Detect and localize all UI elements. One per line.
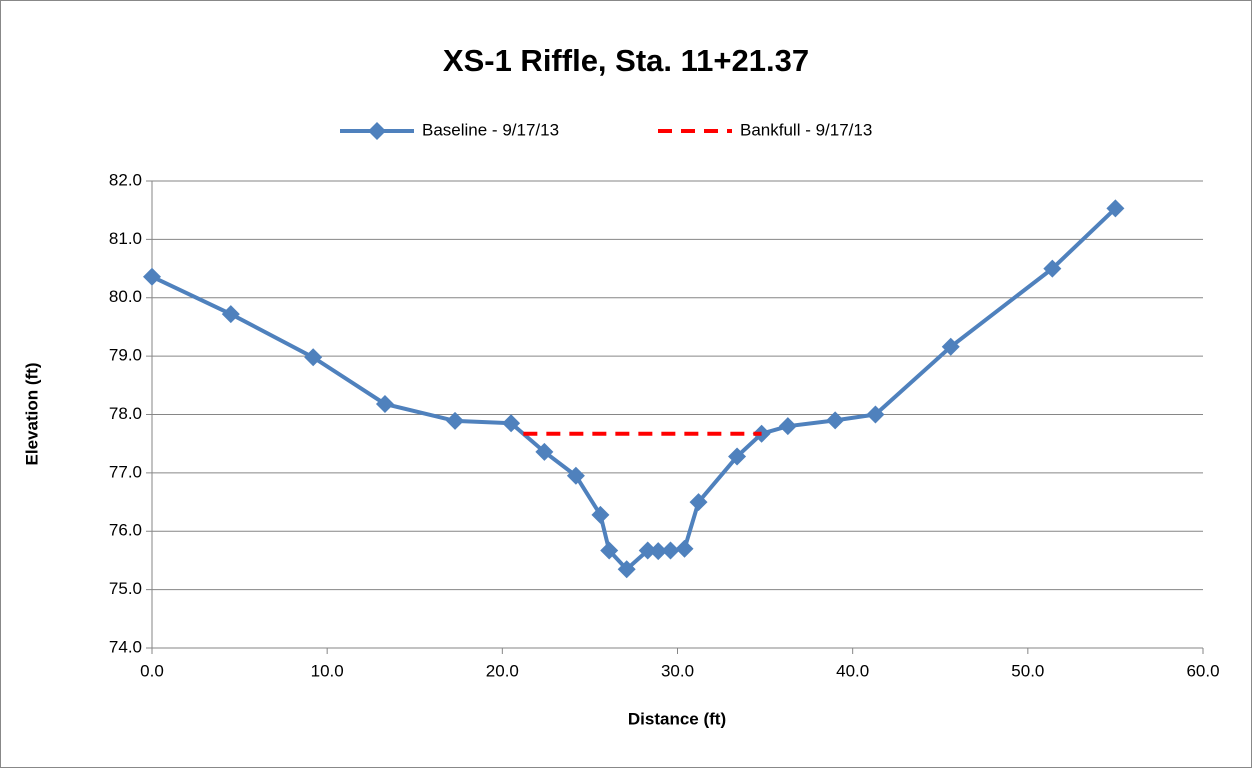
data-point [661, 541, 680, 560]
data-point [675, 539, 694, 558]
x-tick-label: 30.0 [661, 661, 694, 680]
data-point [535, 442, 554, 461]
data-point [649, 542, 668, 561]
y-tick-label: 82.0 [109, 170, 142, 189]
data-point [143, 267, 161, 286]
x-tick-label: 20.0 [486, 661, 519, 680]
y-tick-label: 81.0 [109, 229, 142, 248]
chart-title: XS-1 Riffle, Sta. 11+21.37 [443, 43, 809, 78]
legend-label: Bankfull - 9/17/13 [740, 120, 872, 139]
x-tick-label: 10.0 [311, 661, 344, 680]
data-point [689, 493, 708, 512]
y-tick-label: 75.0 [109, 579, 142, 598]
x-tick-label: 60.0 [1186, 661, 1219, 680]
data-point [221, 305, 240, 324]
x-tick-label: 40.0 [836, 661, 869, 680]
data-point [502, 414, 521, 433]
data-point [778, 417, 797, 436]
y-tick-label: 76.0 [109, 521, 142, 540]
data-point [941, 337, 960, 356]
legend-marker [368, 122, 386, 140]
x-tick-label: 0.0 [140, 661, 164, 680]
data-point [566, 466, 585, 485]
data-point [1106, 199, 1125, 218]
data-point [638, 541, 657, 560]
legend-label: Baseline - 9/17/13 [422, 120, 559, 139]
data-point [600, 541, 619, 560]
y-tick-label: 79.0 [109, 346, 142, 365]
data-point [375, 394, 394, 413]
x-tick-label: 50.0 [1011, 661, 1044, 680]
data-point [617, 560, 636, 579]
y-tick-label: 78.0 [109, 404, 142, 423]
data-point [591, 505, 610, 524]
data-point [304, 348, 323, 367]
x-axis-title: Distance (ft) [628, 709, 726, 728]
y-tick-label: 74.0 [109, 637, 142, 656]
data-point [728, 447, 747, 466]
data-point [446, 411, 465, 430]
data-point [1043, 259, 1062, 278]
y-axis-title: Elevation (ft) [22, 363, 41, 466]
data-point [826, 411, 845, 430]
y-tick-label: 77.0 [109, 462, 142, 481]
data-point [866, 405, 885, 424]
y-tick-label: 80.0 [109, 287, 142, 306]
